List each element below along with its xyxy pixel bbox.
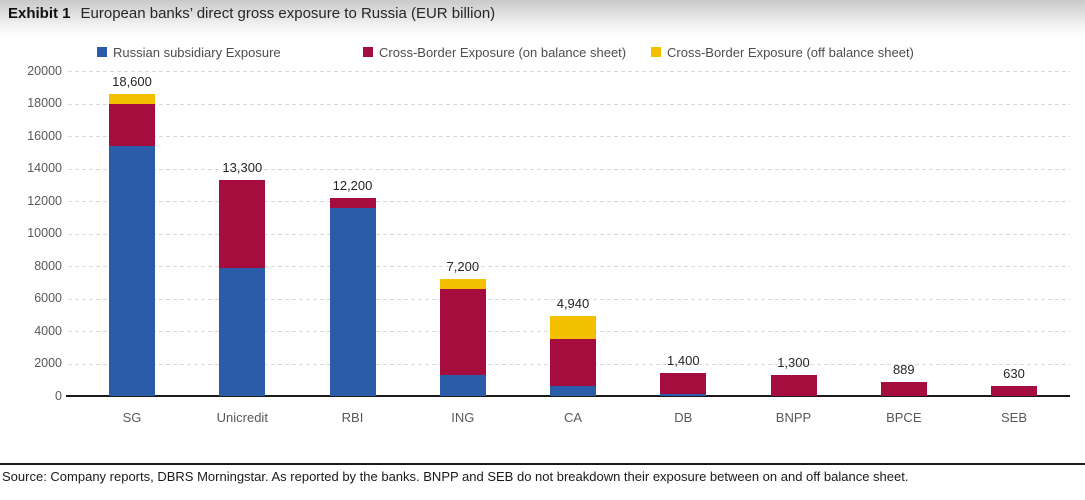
bar-segment [550, 339, 596, 387]
bar-segment [660, 373, 707, 394]
bar-segment [109, 93, 155, 104]
bar-total-label: 630 [1003, 365, 1025, 381]
bar-segment [329, 207, 376, 396]
x-axis-category-label: DB [674, 410, 693, 425]
legend-item: Cross-Border Exposure (off balance sheet… [651, 44, 914, 60]
y-axis-tick-label: 16000 [27, 128, 62, 143]
legend-item: Cross-Border Exposure (on balance sheet) [363, 44, 626, 60]
chart-title: European banks’ direct gross exposure to… [80, 5, 496, 22]
x-axis-category-label: Unicredit [216, 410, 268, 425]
y-axis-tick-label: 8000 [34, 258, 62, 273]
bar-total-label: 1,400 [667, 353, 700, 369]
legend-swatch-icon [363, 47, 373, 57]
bar-total-label: 13,300 [222, 159, 263, 175]
bar-segment [880, 381, 927, 396]
y-gridline [68, 233, 1070, 235]
footer-divider [0, 463, 1085, 465]
bar-segment [770, 374, 817, 396]
exhibit-title-bar: Exhibit 1 European banks’ direct gross ex… [0, 0, 1085, 38]
y-gridline [68, 266, 1070, 267]
bar-segment [439, 288, 486, 375]
chart-legend: Russian subsidiary Exposure Cross-Border … [0, 44, 1085, 62]
y-gridline [68, 201, 1070, 202]
bar-total-label: 1,300 [777, 354, 810, 370]
bar-segment [991, 385, 1037, 396]
y-axis-tick-label: 6000 [34, 291, 62, 305]
bar-segment [109, 145, 155, 397]
legend-item-label: Cross-Border Exposure (off balance sheet… [667, 44, 914, 60]
x-axis-category-label: CA [563, 410, 583, 425]
page-title: Exhibit 1 European banks’ direct gross ex… [8, 5, 495, 22]
y-axis-tick-label: 10000 [27, 226, 62, 240]
legend-swatch-icon [97, 47, 107, 57]
bar-segment [439, 279, 486, 289]
bar-segment [550, 315, 596, 340]
bar-segment [329, 197, 376, 208]
exhibit-label: Exhibit 1 [8, 5, 71, 22]
y-axis-tick-label: 20000 [27, 63, 62, 78]
bar-total-label: 12,200 [332, 177, 373, 193]
y-axis-tick-label: 2000 [34, 356, 62, 370]
y-gridline [68, 71, 1070, 72]
y-gridline [68, 168, 1070, 170]
y-axis-tick-label: 18000 [27, 96, 62, 110]
bar-total-label: 889 [892, 361, 915, 377]
y-axis-tick-label: 12000 [27, 193, 62, 208]
x-axis-category-label: SG [122, 410, 142, 425]
y-axis-tick-label: 0 [55, 388, 62, 403]
legend-swatch-icon [651, 47, 661, 57]
bar-segment [219, 179, 266, 268]
x-axis-category-label: BPCE [886, 410, 922, 425]
legend-item-label: Cross-Border Exposure (on balance sheet) [379, 44, 627, 60]
bar-total-label: 7,200 [446, 259, 480, 274]
x-axis-category-label: BNPP [775, 410, 812, 425]
y-axis-tick-label: 14000 [27, 161, 62, 175]
bar-segment [660, 393, 707, 396]
x-axis-category-label: RBI [341, 410, 364, 425]
x-axis-category-label: SEB [1000, 410, 1027, 425]
y-gridline [68, 103, 1070, 105]
bar-segment [109, 103, 155, 146]
bar-total-label: 4,940 [556, 295, 590, 311]
bar-total-label: 18,600 [112, 73, 152, 89]
source-note: Source: Company reports, DBRS Morningsta… [2, 469, 909, 484]
bar-segment [550, 386, 596, 397]
bar-segment [219, 267, 266, 396]
legend-item: Russian subsidiary Exposure [97, 44, 281, 60]
y-axis-tick-label: 4000 [34, 323, 62, 338]
y-gridline [68, 136, 1070, 137]
bar-segment [439, 374, 486, 396]
legend-item-label: Russian subsidiary Exposure [113, 44, 281, 60]
x-axis-category-label: ING [451, 410, 475, 425]
y-gridline [68, 298, 1070, 300]
